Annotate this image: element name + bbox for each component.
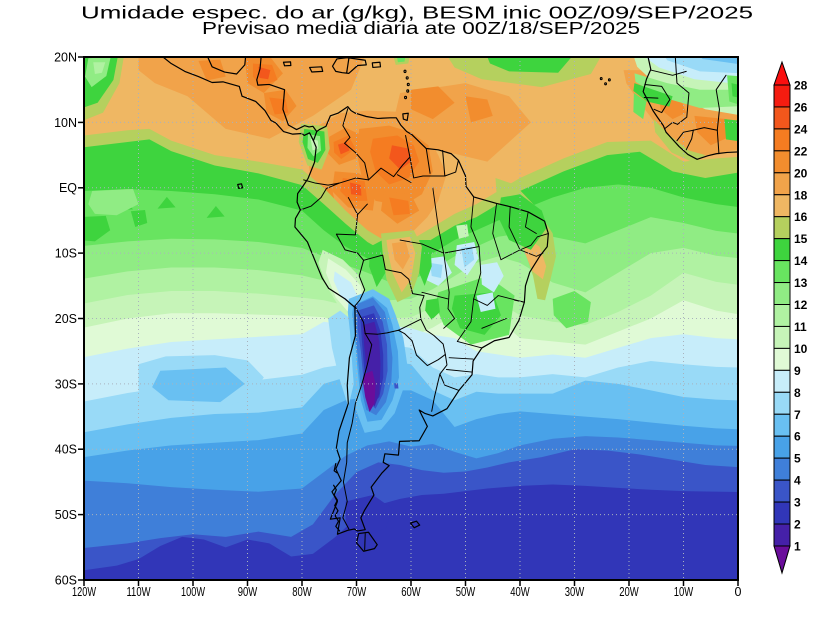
svg-text:20W: 20W [619, 585, 639, 599]
svg-text:2: 2 [794, 518, 801, 532]
svg-text:40S: 40S [55, 443, 77, 457]
svg-text:14: 14 [794, 254, 808, 268]
svg-text:10S: 10S [55, 247, 77, 261]
svg-text:8: 8 [794, 386, 801, 400]
svg-text:50W: 50W [456, 585, 476, 599]
svg-text:80W: 80W [292, 585, 312, 599]
svg-text:Previsao media diaria ate 00Z/: Previsao media diaria ate 00Z/18/SEP/202… [202, 18, 640, 38]
svg-text:18: 18 [794, 188, 808, 202]
svg-text:110W: 110W [127, 585, 151, 599]
svg-text:60S: 60S [55, 573, 77, 587]
svg-text:0: 0 [735, 585, 742, 599]
svg-text:11: 11 [794, 320, 807, 334]
svg-text:22: 22 [794, 144, 808, 158]
svg-text:5: 5 [794, 452, 801, 466]
svg-text:10N: 10N [54, 116, 77, 130]
svg-text:30S: 30S [55, 377, 77, 391]
svg-text:100W: 100W [181, 585, 205, 599]
svg-text:120W: 120W [72, 585, 96, 599]
svg-text:60W: 60W [401, 585, 421, 599]
svg-text:20N: 20N [54, 50, 77, 64]
svg-text:90W: 90W [238, 585, 258, 599]
svg-text:26: 26 [794, 100, 808, 114]
svg-text:13: 13 [794, 276, 808, 290]
svg-text:10W: 10W [674, 585, 694, 599]
svg-text:70W: 70W [347, 585, 367, 599]
svg-text:40W: 40W [510, 585, 530, 599]
svg-text:20S: 20S [55, 312, 77, 326]
svg-text:24: 24 [794, 122, 808, 136]
svg-text:1: 1 [794, 539, 801, 553]
svg-text:12: 12 [794, 298, 808, 312]
svg-text:30W: 30W [565, 585, 585, 599]
svg-text:3: 3 [794, 496, 801, 510]
svg-text:20: 20 [794, 166, 808, 180]
svg-text:15: 15 [794, 232, 808, 246]
svg-text:Umidade espec. do ar (g/kg), B: Umidade espec. do ar (g/kg), BESM inic 0… [81, 3, 753, 23]
svg-text:9: 9 [794, 364, 801, 378]
svg-text:50S: 50S [55, 508, 77, 522]
svg-text:7: 7 [794, 408, 801, 422]
svg-text:EQ: EQ [59, 181, 77, 195]
svg-text:16: 16 [794, 210, 808, 224]
svg-text:10: 10 [794, 342, 808, 356]
svg-text:28: 28 [794, 79, 808, 93]
svg-text:4: 4 [794, 474, 801, 488]
svg-text:6: 6 [794, 430, 801, 444]
